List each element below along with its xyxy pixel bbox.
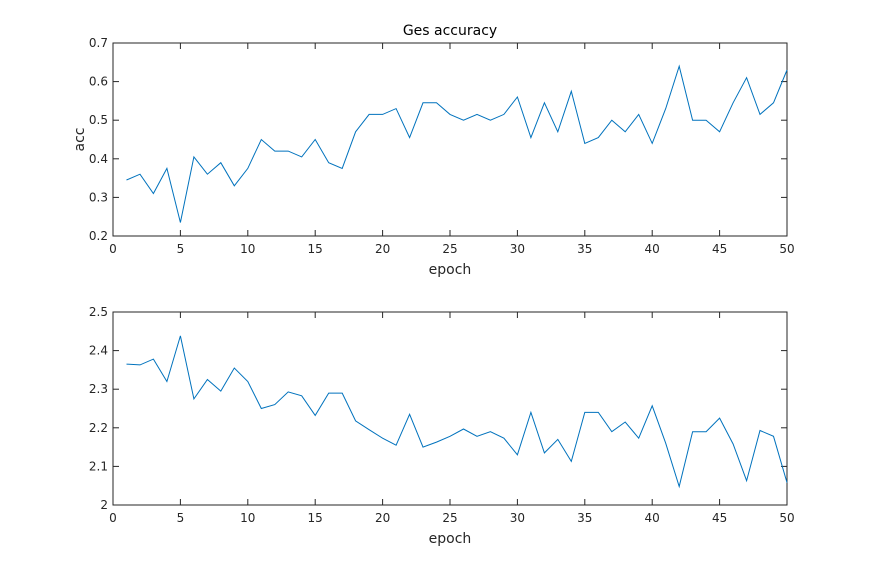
loss-x-tick-label: 25 (442, 511, 457, 525)
loss-x-tick-label: 5 (177, 511, 185, 525)
accuracy-y-tick-label: 0.3 (89, 190, 108, 204)
accuracy-x-tick-label: 25 (442, 242, 457, 256)
accuracy-ticks: 0 5 10 15 20 25 30 35 40 45 50 0.2 0.3 0.4 0.5 0.6 0.7 (89, 36, 795, 256)
accuracy-x-tick-label: 35 (577, 242, 592, 256)
loss-y-tick-label: 2.1 (89, 459, 108, 473)
accuracy-y-tick-label: 0.5 (89, 113, 108, 127)
accuracy-subplot: Ges accuracy epoch acc 0 5 10 15 20 25 30 35 40 4… (72, 23, 795, 278)
loss-x-axis-label: epoch (429, 531, 472, 547)
loss-axes-box (112, 311, 788, 506)
accuracy-y-tick-label: 0.4 (89, 152, 108, 166)
accuracy-chart-title: Ges accuracy (403, 23, 497, 39)
accuracy-axes-box (112, 42, 788, 237)
accuracy-y-tick-label: 0.6 (89, 75, 108, 89)
loss-x-tick-label: 20 (375, 511, 390, 525)
loss-x-tick-label: 0 (109, 511, 117, 525)
accuracy-y-tick-label: 0.2 (89, 229, 108, 243)
accuracy-x-tick-label: 50 (779, 242, 794, 256)
loss-y-tick-label: 2.5 (89, 305, 108, 319)
accuracy-y-axis-label: acc (72, 128, 88, 152)
accuracy-x-tick-label: 10 (240, 242, 255, 256)
loss-ticks: 0 5 10 15 20 25 30 35 40 45 50 2 2.1 2.2 2.3 2.4 2.5 (89, 305, 795, 525)
accuracy-x-tick-label: 20 (375, 242, 390, 256)
loss-subplot: epoch 0 5 10 15 20 25 30 35 40 45 50 2 2.1 2.2 2.3 2.4 2… (89, 305, 795, 547)
accuracy-x-tick-label: 0 (109, 242, 117, 256)
loss-x-tick-label: 30 (510, 511, 525, 525)
accuracy-x-tick-label: 15 (308, 242, 323, 256)
loss-y-tick-label: 2.4 (89, 344, 108, 358)
accuracy-x-axis-label: epoch (429, 262, 472, 278)
loss-x-tick-label: 50 (779, 511, 794, 525)
loss-x-tick-label: 10 (240, 511, 255, 525)
accuracy-y-tick-label: 0.7 (89, 36, 108, 50)
accuracy-x-tick-label: 30 (510, 242, 525, 256)
loss-x-tick-label: 40 (645, 511, 660, 525)
accuracy-x-tick-label: 45 (712, 242, 727, 256)
accuracy-series-line (126, 64, 788, 223)
loss-y-tick-label: 2.3 (89, 382, 108, 396)
accuracy-x-tick-label: 40 (645, 242, 660, 256)
loss-x-tick-label: 15 (308, 511, 323, 525)
loss-y-tick-label: 2 (100, 498, 108, 512)
loss-x-tick-label: 35 (577, 511, 592, 525)
loss-y-tick-label: 2.2 (89, 421, 108, 435)
loss-x-tick-label: 45 (712, 511, 727, 525)
loss-series-line (126, 335, 788, 489)
accuracy-x-tick-label: 5 (177, 242, 185, 256)
